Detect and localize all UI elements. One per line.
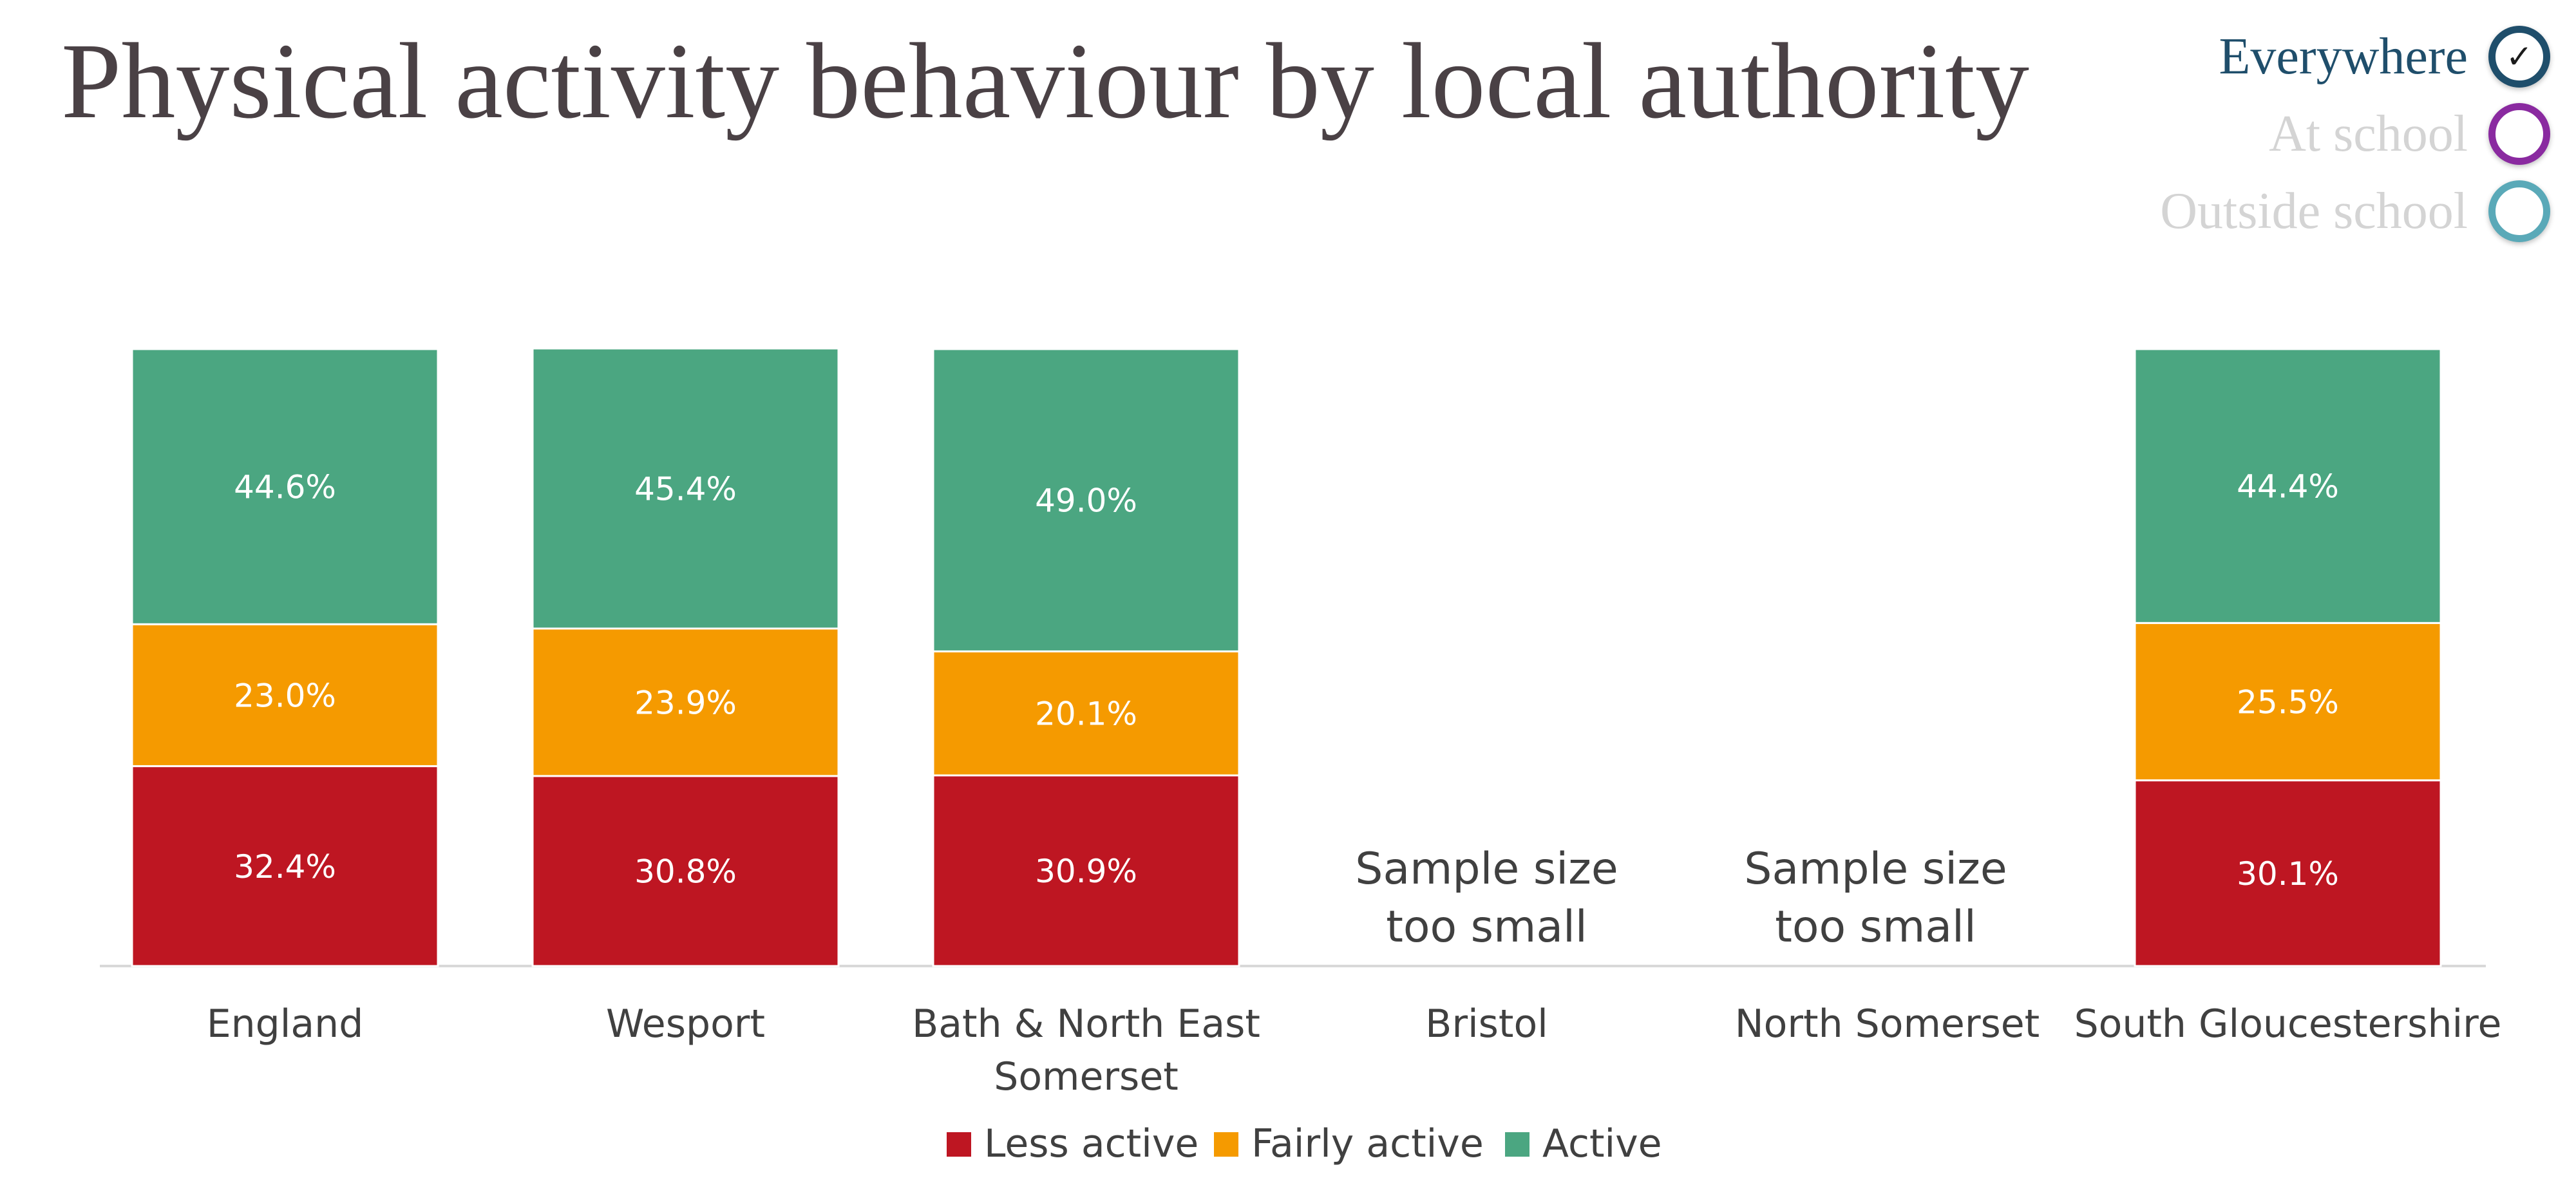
x-tick-label: Wesport — [606, 1001, 765, 1047]
data-label: 30.8% — [634, 853, 737, 890]
x-tick-label: England — [207, 1001, 364, 1047]
data-label: 49.0% — [1035, 482, 1137, 520]
data-label: 30.9% — [1035, 853, 1137, 890]
legend-swatch-fairly-active — [1214, 1132, 1238, 1157]
data-label: 30.1% — [2237, 855, 2339, 893]
data-label: 45.4% — [634, 471, 737, 508]
bar-fairly-active-bath-north-east-somerset — [932, 650, 1240, 777]
data-label: 20.1% — [1035, 696, 1137, 733]
bar-active-england — [131, 348, 439, 625]
data-label: 44.4% — [2237, 468, 2339, 506]
chart-legend: Less active Fairly active Active — [947, 1121, 1662, 1166]
data-label: 44.6% — [234, 469, 336, 506]
filter-option-everywhere[interactable]: Everywhere ✓ — [2087, 19, 2550, 94]
bar-fairly-active-south-gloucestershire — [2134, 621, 2442, 782]
x-tick-label: Somerset — [994, 1054, 1179, 1099]
bar-active-bath-north-east-somerset — [932, 348, 1240, 652]
sample-size-annotation: Sample size — [1744, 844, 2007, 895]
filter-label-at-school: At school — [2269, 105, 2468, 162]
unchecked-radio-icon[interactable] — [2488, 180, 2550, 242]
filter-panel: Everywhere ✓ At school Outside school — [2087, 6, 2550, 277]
sample-size-annotation: too small — [1775, 902, 1976, 953]
x-tick-label: North Somerset — [1735, 1001, 2040, 1047]
legend-label-fairly-active: Fairly active — [1251, 1121, 1484, 1166]
data-label: 32.4% — [234, 848, 336, 886]
filter-label-outside-school: Outside school — [2160, 182, 2468, 240]
legend-swatch-less-active — [947, 1132, 971, 1157]
page-title: Physical activity behaviour by local aut… — [61, 21, 2029, 141]
legend-swatch-active — [1505, 1132, 1530, 1157]
checkmark-icon: ✓ — [2506, 38, 2533, 75]
bar-less-active-south-gloucestershire — [2134, 779, 2442, 967]
stacked-bar-chart: 32.4% 23.0% 44.6% England 30.8% 23.9% 45.4% Wes… — [100, 347, 2502, 1099]
bar-less-active-bath-north-east-somerset — [932, 774, 1240, 967]
sample-size-annotation: Sample size — [1355, 844, 1618, 895]
data-label: 25.5% — [2237, 683, 2339, 721]
unchecked-radio-icon[interactable] — [2488, 103, 2550, 165]
bar-less-active-wesport — [531, 775, 840, 967]
x-tick-label: Bath & North East — [912, 1001, 1260, 1047]
filter-option-outside-school[interactable]: Outside school — [2087, 174, 2550, 249]
bar-fairly-active-wesport — [531, 627, 840, 777]
sample-size-annotation: too small — [1386, 902, 1587, 953]
bar-less-active-england — [131, 765, 439, 967]
legend-label-less-active: Less active — [984, 1121, 1198, 1166]
bar-active-south-gloucestershire — [2134, 348, 2442, 624]
legend-label-active: Active — [1542, 1121, 1662, 1166]
filter-label-everywhere: Everywhere — [2219, 28, 2468, 85]
data-label: 23.0% — [234, 677, 336, 714]
bar-active-wesport — [531, 347, 840, 630]
x-tick-label: South Gloucestershire — [2074, 1001, 2502, 1047]
checked-radio-icon[interactable]: ✓ — [2488, 26, 2550, 88]
bar-fairly-active-england — [131, 623, 439, 768]
filter-option-at-school[interactable]: At school — [2087, 97, 2550, 171]
x-tick-label: Bristol — [1425, 1001, 1548, 1047]
data-label: 23.9% — [634, 684, 737, 721]
